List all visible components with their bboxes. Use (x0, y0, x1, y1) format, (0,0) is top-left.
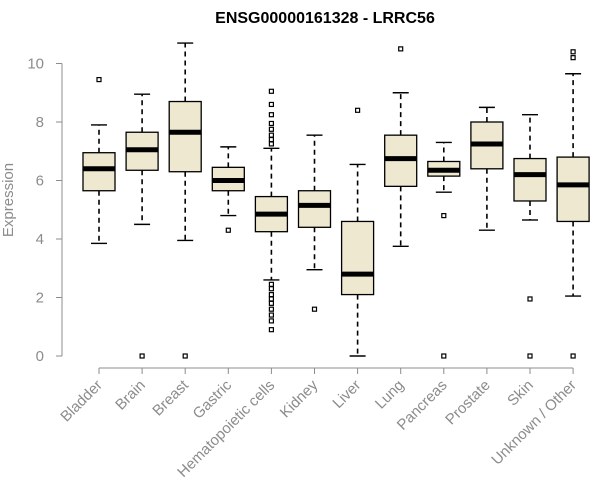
box-group (82, 42, 590, 359)
outlier-point (268, 136, 274, 143)
y-tick-label: 4 (36, 231, 44, 248)
box-bladder (82, 76, 116, 245)
x-tick-label: Brain (112, 377, 149, 414)
iqr-box (297, 190, 332, 228)
y-tick-label: 10 (27, 56, 44, 73)
iqr-box (168, 100, 202, 173)
outlier-point (139, 353, 145, 359)
outlier-point (570, 353, 576, 359)
outlier-point (311, 306, 318, 312)
outlier-point (441, 353, 447, 359)
iqr-box (513, 157, 547, 202)
x-tick-label: Breast (149, 376, 192, 419)
box-kidney (297, 134, 332, 312)
outlier-point (268, 291, 274, 298)
iqr-box (556, 156, 590, 223)
chart-title: ENSG00000161328 - LRRC56 (215, 10, 435, 27)
outlier-point (268, 306, 274, 312)
outlier-point (268, 120, 274, 127)
outlier-point (268, 101, 274, 108)
y-axis-label: Expression (0, 163, 17, 237)
outlier-point (268, 327, 274, 333)
box-lung (384, 46, 418, 248)
box-prostate (470, 106, 504, 231)
x-tick-label: Skin (504, 377, 537, 410)
outlier-point (398, 46, 404, 52)
outlier-point (268, 126, 274, 132)
outlier-point (441, 213, 447, 219)
outlier-point (268, 300, 274, 306)
outlier-point (182, 353, 188, 359)
box-brain (125, 93, 159, 359)
outlier-point (225, 227, 231, 233)
iqr-box (340, 220, 375, 296)
x-tick-label: Lung (372, 377, 408, 413)
box-hematopoietic-cells (254, 88, 289, 333)
outlier-point (268, 318, 274, 324)
box-unknown-other (556, 49, 590, 359)
x-tick-label: Liver (329, 377, 364, 412)
outlier-point (268, 141, 274, 147)
x-tick-label: Kidney (277, 376, 322, 421)
x-tick-label: Prostate (442, 377, 494, 429)
outlier-point (527, 353, 533, 359)
outlier-point (268, 281, 274, 287)
x-tick-label: Bladder (57, 377, 106, 426)
box-pancreas (427, 141, 461, 359)
box-gastric (211, 146, 245, 233)
iqr-box (82, 152, 116, 192)
outlier-point (570, 55, 576, 61)
box-breast (168, 42, 202, 359)
outlier-point (96, 76, 102, 83)
y-tick-label: 0 (36, 348, 44, 365)
outlier-point (268, 112, 274, 118)
outlier-point (268, 88, 274, 94)
y-axis: 0 2 4 6 8 10 (27, 56, 63, 365)
outlier-point (268, 132, 274, 138)
outlier-point (268, 296, 274, 302)
y-tick-label: 2 (36, 290, 44, 307)
box-liver (340, 107, 375, 357)
box-skin (513, 113, 547, 359)
outlier-point (268, 312, 274, 318)
y-tick-label: 8 (36, 114, 44, 131)
outlier-point (570, 49, 576, 55)
outlier-point (527, 296, 533, 302)
outlier-point (268, 286, 274, 292)
outlier-point (355, 107, 361, 113)
y-tick-label: 6 (36, 173, 44, 190)
